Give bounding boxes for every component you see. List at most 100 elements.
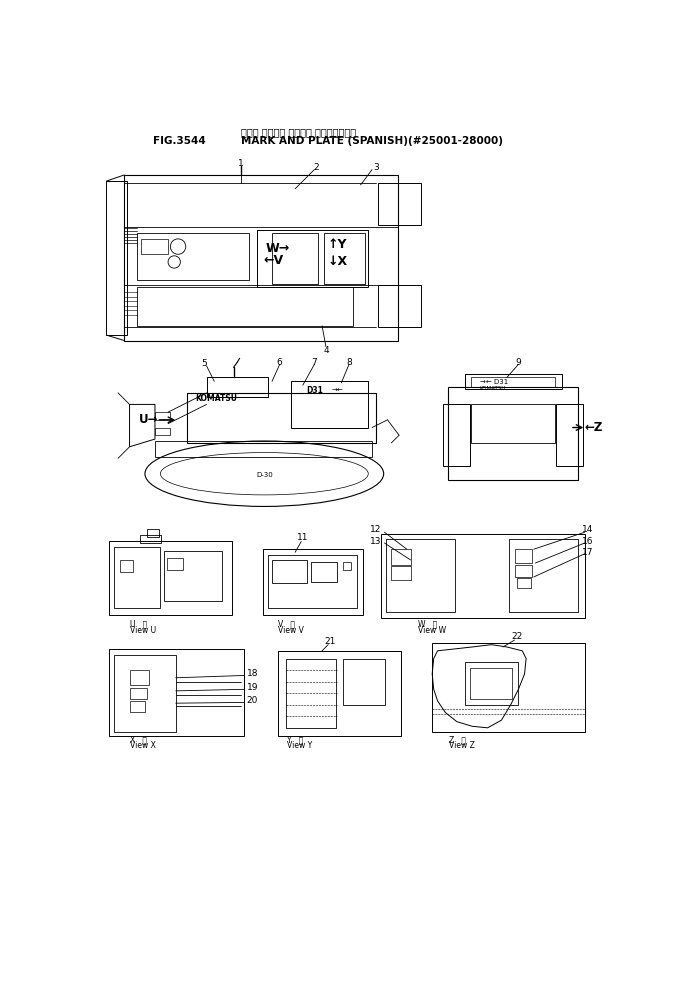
Bar: [443, 404, 470, 466]
Bar: [471, 404, 555, 443]
Bar: [168, 559, 183, 570]
Bar: [464, 662, 518, 705]
Text: D31: D31: [306, 386, 323, 395]
Text: FIG.3544: FIG.3544: [153, 136, 205, 146]
Bar: [278, 650, 402, 735]
Text: View Z: View Z: [449, 741, 475, 750]
Text: 2: 2: [314, 162, 319, 171]
Bar: [286, 658, 336, 728]
Text: 22: 22: [511, 632, 523, 641]
Bar: [291, 381, 368, 427]
Text: ↓X: ↓X: [328, 255, 347, 269]
Text: 4: 4: [323, 346, 329, 355]
Bar: [109, 542, 232, 615]
Text: X   規: X 規: [129, 735, 146, 744]
Bar: [311, 563, 337, 582]
Text: KOMATSU: KOMATSU: [480, 385, 506, 390]
Text: 5: 5: [201, 360, 207, 369]
Bar: [471, 377, 555, 386]
Text: 21: 21: [324, 637, 335, 646]
Bar: [509, 539, 579, 613]
Text: 13: 13: [370, 537, 382, 546]
Text: Z   規: Z 規: [449, 735, 466, 744]
Text: W   規: W 規: [419, 620, 438, 628]
Bar: [109, 649, 244, 735]
Bar: [137, 288, 353, 326]
Text: 16: 16: [582, 537, 594, 546]
Bar: [515, 549, 532, 563]
Text: 1: 1: [238, 159, 244, 168]
Text: マーク オヨビデ プレート （スペインゴ）: マーク オヨビデ プレート （スペインゴ）: [241, 127, 356, 137]
Bar: [129, 688, 146, 699]
Bar: [382, 534, 586, 619]
Text: View U: View U: [129, 625, 156, 634]
Text: View W: View W: [419, 625, 447, 634]
Bar: [124, 175, 397, 341]
Bar: [164, 551, 222, 601]
Bar: [391, 566, 410, 580]
Text: ←V: ←V: [263, 254, 284, 267]
Bar: [378, 182, 421, 225]
Text: View V: View V: [278, 625, 304, 634]
Bar: [343, 658, 385, 705]
Bar: [263, 549, 363, 615]
Text: 14: 14: [582, 526, 594, 535]
Bar: [137, 233, 249, 280]
Text: 19: 19: [247, 683, 258, 692]
Text: ←Z: ←Z: [585, 421, 603, 434]
Text: Y   規: Y 規: [287, 735, 304, 744]
Text: 20: 20: [247, 696, 258, 705]
Text: U   規: U 規: [129, 620, 147, 628]
Text: →← D31: →← D31: [480, 379, 508, 385]
Text: 18: 18: [247, 669, 258, 678]
Text: D-30: D-30: [256, 472, 273, 478]
Bar: [556, 404, 583, 466]
Bar: [268, 555, 357, 609]
Bar: [207, 377, 268, 396]
Text: MARK AND PLATE (SPANISH)(#25001-28000): MARK AND PLATE (SPANISH)(#25001-28000): [241, 136, 503, 146]
Bar: [378, 285, 421, 328]
Text: 3: 3: [373, 162, 379, 171]
Bar: [432, 643, 585, 732]
Bar: [107, 181, 127, 335]
Bar: [386, 539, 456, 613]
Bar: [114, 547, 160, 609]
Bar: [155, 412, 170, 420]
Bar: [114, 654, 176, 732]
Text: 7: 7: [311, 358, 317, 367]
Text: 17: 17: [582, 548, 594, 557]
Text: V   規: V 規: [278, 620, 295, 628]
Bar: [147, 529, 159, 537]
Bar: [447, 387, 579, 480]
Bar: [141, 239, 168, 254]
Bar: [470, 667, 512, 698]
Text: View X: View X: [129, 741, 155, 750]
Text: 11: 11: [297, 533, 308, 542]
Text: U→: U→: [139, 413, 159, 426]
Text: View Y: View Y: [287, 741, 313, 750]
Bar: [155, 427, 170, 435]
Bar: [129, 670, 149, 685]
Text: KOMATSU: KOMATSU: [196, 393, 237, 402]
Bar: [517, 578, 531, 589]
Bar: [155, 441, 372, 457]
Text: 8: 8: [346, 358, 352, 367]
Bar: [256, 230, 368, 288]
Bar: [515, 565, 532, 577]
Bar: [391, 549, 410, 565]
Bar: [129, 701, 145, 712]
Bar: [187, 392, 376, 443]
Bar: [140, 535, 161, 543]
Bar: [272, 233, 318, 284]
Text: 12: 12: [370, 526, 382, 535]
Bar: [272, 560, 306, 583]
Text: 6: 6: [277, 358, 282, 367]
Bar: [343, 563, 350, 570]
Text: W→: W→: [266, 242, 290, 255]
Bar: [464, 374, 562, 389]
Bar: [120, 560, 133, 572]
Bar: [324, 233, 365, 284]
Text: →←: →←: [332, 387, 343, 393]
Text: 9: 9: [516, 358, 521, 367]
Text: ↑Y: ↑Y: [328, 238, 347, 251]
